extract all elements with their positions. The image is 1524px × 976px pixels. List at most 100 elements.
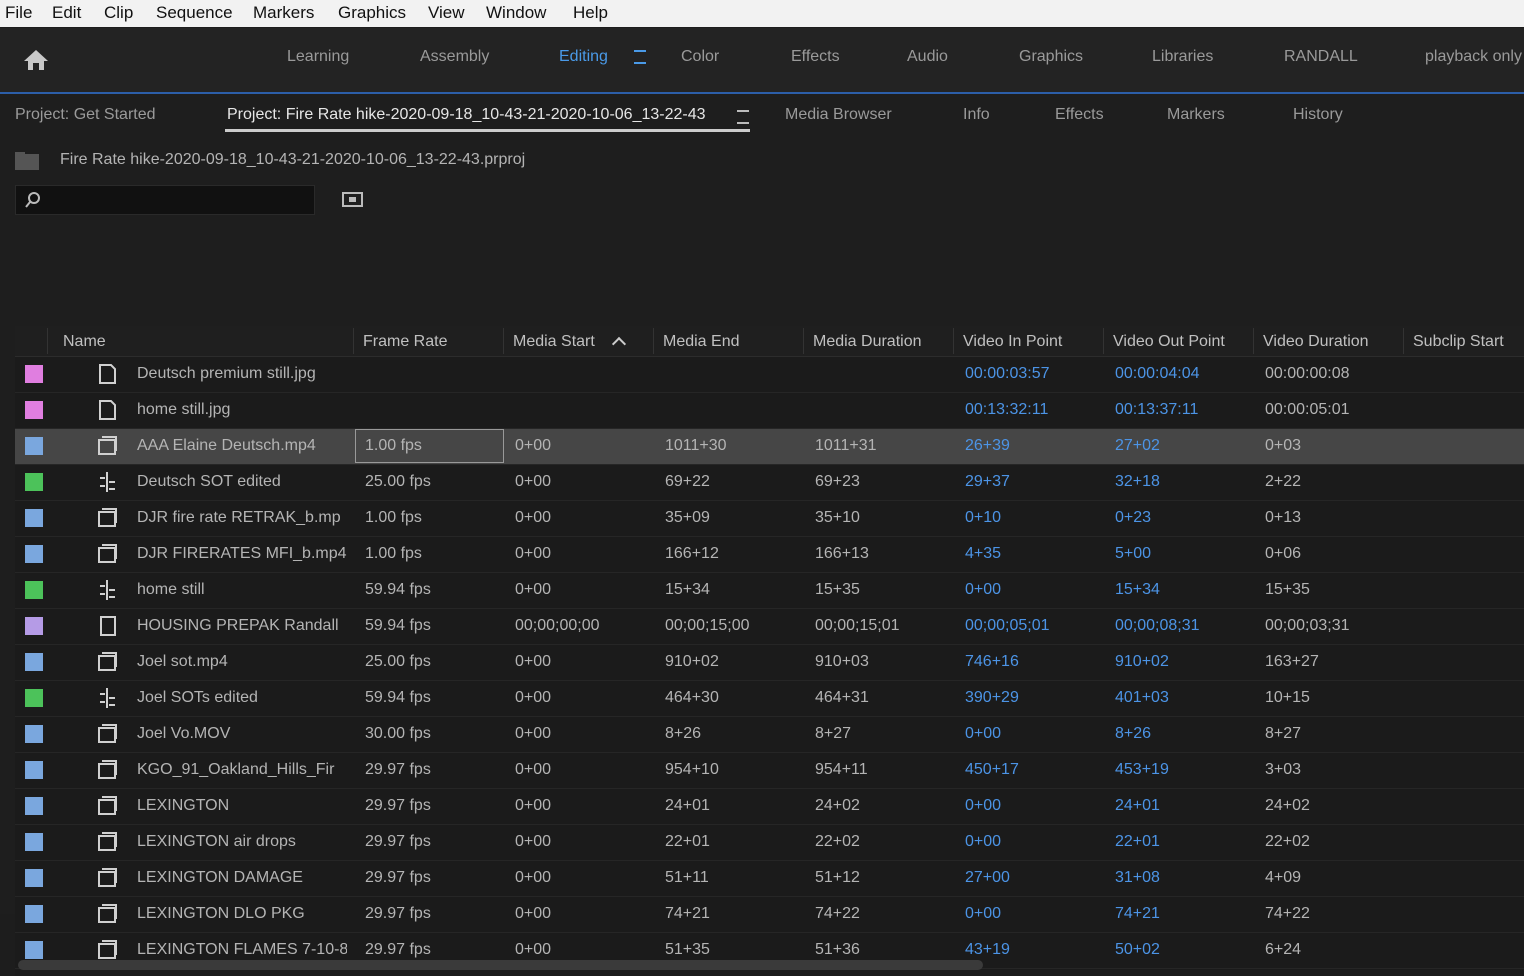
menu-item[interactable]: Help	[573, 3, 608, 22]
table-cell: 0+00	[515, 437, 552, 454]
table-cell: 69+23	[815, 473, 860, 490]
panel-tab[interactable]: History	[1293, 106, 1343, 123]
item-icon	[98, 544, 117, 563]
table-row[interactable]: Deutsch SOT edited 25.00 fps 0+00 69+22 69+2…	[15, 465, 1524, 501]
table-row[interactable]: KGO_91_Oakland_Hills_Fir 29.97 fps 0+00 954…	[15, 753, 1524, 789]
workspace-tab[interactable]: Assembly	[420, 48, 490, 65]
workspace-tab[interactable]: Color	[681, 48, 720, 65]
table-cell: 29.97 fps	[365, 905, 431, 922]
column-header[interactable]: Media End	[663, 333, 740, 350]
table-row[interactable]: LEXINGTON DAMAGE 29.97 fps 0+00 51+11 51+12 2…	[15, 861, 1524, 897]
column-header[interactable]: Video Duration	[1263, 333, 1369, 350]
column-header[interactable]: Frame Rate	[363, 333, 448, 350]
workspace-tab[interactable]: RANDALL	[1284, 48, 1358, 65]
panel-tab[interactable]: Markers	[1167, 106, 1225, 123]
column-header[interactable]: Video Out Point	[1113, 333, 1225, 350]
workspace-menu-icon	[634, 50, 646, 64]
table-cell: 29.97 fps	[365, 941, 431, 958]
table-row[interactable]: home still.jpg 00:13:32:11 00:13:37:11 00:0…	[15, 393, 1524, 429]
panel-tab[interactable]: Project: Get Started	[15, 106, 156, 123]
table-cell: 6+24	[1265, 941, 1302, 958]
header-separator	[953, 328, 954, 354]
table-row[interactable]: Joel SOTs edited 59.94 fps 0+00 464+30 464+3…	[15, 681, 1524, 717]
workspace-tab[interactable]: playback only	[1425, 48, 1522, 65]
menu-item[interactable]: Window	[486, 3, 547, 22]
table-row[interactable]: Joel Vo.MOV 30.00 fps 0+00 8+26 8+27 0+00 8+26…	[15, 717, 1524, 753]
search-box[interactable]	[15, 185, 315, 215]
table-cell: 1.00 fps	[365, 437, 422, 454]
table-row[interactable]: DJR fire rate RETRAK_b.mp 1.00 fps 0+00 35+…	[15, 501, 1524, 537]
table-cell: 51+11	[665, 869, 709, 886]
column-header[interactable]: Media Duration	[813, 333, 922, 350]
item-icon	[100, 472, 115, 492]
item-icon-box	[97, 435, 121, 462]
item-icon	[98, 796, 117, 815]
home-icon[interactable]	[22, 48, 50, 72]
table-cell: 0+00	[515, 473, 552, 490]
table-cell: 59.94 fps	[365, 617, 431, 634]
table-cell: 5+00	[1115, 545, 1152, 562]
table-cell: 00;00;05;01	[965, 617, 1050, 634]
menu-item[interactable]: Markers	[253, 3, 315, 22]
table-row[interactable]: LEXINGTON DLO PKG 29.97 fps 0+00 74+21 74+22…	[15, 897, 1524, 933]
workspace-tab[interactable]: Editing	[559, 48, 608, 65]
panel-tab[interactable]: Project: Fire Rate hike-2020-09-18_10-43…	[227, 106, 706, 123]
table-cell: 166+13	[815, 545, 869, 562]
project-panel: Fire Rate hike-2020-09-18_10-43-21-2020-…	[0, 94, 1524, 976]
workspace-tab[interactable]: Graphics	[1019, 48, 1084, 65]
column-header[interactable]: Subclip Start	[1413, 333, 1504, 350]
table-cell: LEXINGTON air drops	[137, 833, 296, 850]
menu-item[interactable]: Sequence	[156, 3, 233, 22]
workspace-tab[interactable]: Effects	[791, 48, 840, 65]
table-row[interactable]: home still 59.94 fps 0+00 15+34 15+35 0+00 15+…	[15, 573, 1524, 609]
item-icon-box	[97, 507, 121, 534]
column-header[interactable]: Video In Point	[963, 333, 1063, 350]
table-cell: 2+22	[1265, 473, 1302, 490]
label-swatch	[25, 905, 43, 923]
h-scrollbar[interactable]	[18, 960, 983, 970]
table-cell: 29.97 fps	[365, 761, 431, 778]
panel-tab[interactable]: Effects	[1055, 106, 1104, 123]
workspace-tab[interactable]: Audio	[907, 48, 948, 65]
table-cell: 26+39	[965, 437, 1010, 454]
table-cell: 00:13:32:11	[965, 401, 1049, 418]
workspace-tab[interactable]: Learning	[287, 48, 350, 65]
table-cell: 8+26	[665, 725, 702, 742]
item-icon-box	[97, 723, 121, 750]
workspace-tab[interactable]: Libraries	[1152, 48, 1214, 65]
project-file: Fire Rate hike-2020-09-18_10-43-21-2020-…	[60, 151, 526, 168]
table-cell: 4+09	[1265, 869, 1302, 886]
column-header[interactable]: Name	[63, 333, 106, 350]
table-row[interactable]: LEXINGTON 29.97 fps 0+00 24+01 24+02 0+00 24+0…	[15, 789, 1524, 825]
item-icon	[100, 688, 115, 708]
table-row[interactable]: HOUSING PREPAK Randall 59.94 fps 00;00;00;…	[15, 609, 1524, 645]
table-row[interactable]: Deutsch premium still.jpg 00:00:03:57 00:0…	[15, 357, 1524, 393]
panel-tab[interactable]: Media Browser	[785, 106, 892, 123]
table-row[interactable]: AAA Elaine Deutsch.mp4 1.00 fps 0+00 1011+3…	[15, 429, 1524, 465]
table-cell: 8+26	[1115, 725, 1152, 742]
menu-item[interactable]: File	[5, 3, 33, 22]
menu-item[interactable]: Graphics	[338, 3, 407, 22]
table-cell: 163+27	[1265, 653, 1319, 670]
table-row[interactable]: DJR FIRERATES MFI_b.mp4 1.00 fps 0+00 166+1…	[15, 537, 1524, 573]
table-cell: 450+17	[965, 761, 1019, 778]
table-cell: DJR fire rate RETRAK_b.mp	[137, 509, 341, 526]
table-row[interactable]: Joel sot.mp4 25.00 fps 0+00 910+02 910+03 746…	[15, 645, 1524, 681]
table-cell: 15+34	[665, 581, 710, 598]
table-cell: LEXINGTON	[137, 797, 230, 814]
table-cell: 74+21	[1115, 905, 1160, 922]
column-header[interactable]: Media Start	[513, 333, 595, 350]
table-cell: 0+00	[965, 725, 1002, 742]
table-cell: 4+35	[965, 545, 1002, 562]
header-separator	[1253, 328, 1254, 354]
table-cell: 24+02	[1265, 797, 1310, 814]
table-cell: 35+09	[665, 509, 710, 526]
table-cell: 22+01	[1115, 833, 1160, 850]
table-row[interactable]: LEXINGTON air drops 29.97 fps 0+00 22+01 22+…	[15, 825, 1524, 861]
menu-item[interactable]: View	[428, 3, 465, 22]
menu-item[interactable]: Edit	[52, 3, 82, 22]
menu-item[interactable]: Clip	[104, 3, 134, 22]
table-cell: 27+02	[1115, 437, 1160, 454]
panel-tab[interactable]: Info	[963, 106, 990, 123]
new-bin-icon[interactable]	[342, 190, 364, 208]
